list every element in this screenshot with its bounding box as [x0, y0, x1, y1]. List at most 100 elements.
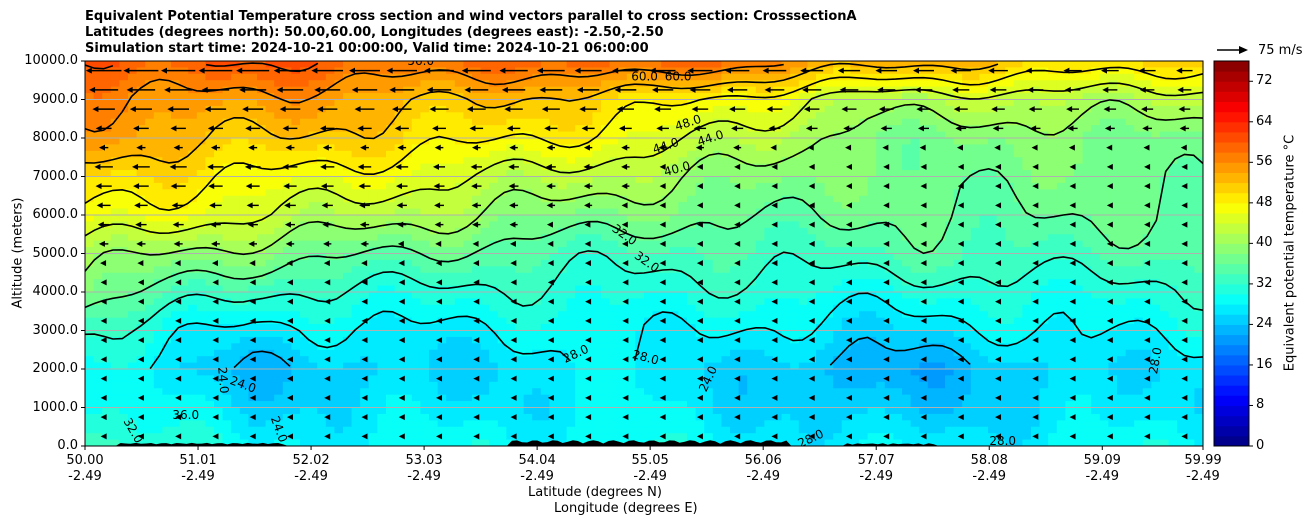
wind-vector [173, 240, 183, 247]
colorbar-label: Equivalent potential temperature °C [1282, 134, 1298, 372]
wind-vector [426, 86, 452, 93]
wind-vector [432, 163, 446, 170]
wind-vector [137, 394, 144, 401]
wind-vector [1178, 106, 1191, 113]
x-axis-label-lon: Longitude (degrees E) [554, 501, 698, 516]
wind-vector [696, 202, 703, 209]
wind-vector [160, 67, 196, 74]
wind-vector [585, 356, 592, 363]
wind-vector [324, 375, 331, 382]
x-tick-label: 57.07 -2.49 [857, 453, 895, 484]
y-tick-label: 3000.0 [32, 322, 79, 338]
wind-vector [1103, 106, 1117, 113]
wind-vector [286, 337, 293, 344]
wind-vector [286, 356, 293, 363]
wind-vector [1032, 298, 1039, 305]
wind-vector [1142, 125, 1152, 132]
wind-vector [499, 67, 528, 74]
wind-vector [696, 279, 703, 286]
wind-vector [546, 221, 553, 228]
wind-vector [1032, 202, 1039, 209]
wind-vector [659, 317, 666, 324]
wind-vector [133, 125, 149, 132]
wind-vector [396, 202, 407, 209]
wind-vector [436, 279, 443, 286]
wind-vector [398, 375, 405, 382]
wind-vector [1144, 279, 1151, 286]
wind-vector [92, 106, 115, 113]
wind-vector [1106, 163, 1113, 170]
contour-line [85, 99, 1203, 272]
wind-vector [212, 337, 219, 344]
wind-vector [883, 433, 890, 440]
wind-vector [734, 202, 741, 209]
wind-vector [317, 106, 338, 113]
wind-vector [808, 279, 815, 286]
contour-line [85, 62, 999, 164]
wind-vector [397, 144, 407, 151]
wind-vector [1181, 375, 1188, 382]
wind-vector [957, 279, 964, 286]
wind-vector [506, 125, 521, 132]
wind-vector [398, 394, 405, 401]
x-tick-label: 54.04 -2.49 [518, 453, 556, 484]
wind-vector [1032, 240, 1039, 247]
wind-vector [622, 337, 629, 344]
wind-vector [1106, 279, 1113, 286]
wind-vector [249, 375, 256, 382]
x-axis-label-lat: Latitude (degrees N) [528, 485, 662, 500]
wind-vector [211, 260, 218, 267]
wind-vector [286, 433, 293, 440]
wind-vector [436, 414, 443, 421]
contour-line [85, 250, 1203, 340]
wind-vector [236, 67, 270, 74]
wind-vector [136, 240, 146, 247]
wind-vector [920, 202, 927, 209]
wind-vector [212, 414, 219, 421]
wind-vector [286, 298, 293, 305]
wind-vector [995, 163, 1002, 170]
wind-vector [1144, 260, 1151, 267]
wind-vector [1067, 125, 1078, 132]
wind-vector [914, 86, 933, 93]
wind-vector [1181, 183, 1188, 190]
wind-vector [435, 260, 442, 267]
wind-vector [883, 183, 890, 190]
wind-vector [1032, 394, 1039, 401]
wind-vector [208, 183, 223, 190]
wind-vector [771, 356, 778, 363]
wind-vector [398, 317, 405, 324]
wind-vector [273, 67, 307, 74]
wind-vector [1106, 394, 1113, 401]
wind-vector [659, 356, 666, 363]
x-tick-label: 51.01 -2.49 [179, 453, 217, 484]
wind-vector [546, 202, 556, 209]
wind-vector [1032, 375, 1039, 382]
wind-vector [249, 337, 256, 344]
wind-vector [585, 279, 592, 286]
wind-vector [435, 240, 442, 247]
wind-vector [845, 279, 852, 286]
wind-vector [919, 144, 926, 151]
wind-vector [1064, 86, 1081, 93]
wind-vector [279, 106, 301, 113]
wind-vector [883, 260, 890, 267]
wind-vector [432, 125, 446, 132]
wind-vector [651, 86, 674, 93]
wind-vector [1144, 433, 1151, 440]
wind-vector [585, 414, 592, 421]
wind-vector [398, 298, 405, 305]
wind-vectors [85, 67, 1193, 440]
wind-vector [547, 298, 554, 305]
wind-vector [957, 298, 964, 305]
wind-vector [361, 394, 368, 401]
wind-vector [882, 144, 889, 151]
wind-vector [841, 106, 857, 113]
wind-vector [1181, 202, 1188, 209]
wind-vector [1068, 144, 1075, 151]
wind-vector [436, 356, 443, 363]
wind-vector [246, 202, 259, 209]
wind-vector [351, 86, 378, 93]
wind-vector [134, 202, 148, 209]
wind-vector [729, 106, 746, 113]
